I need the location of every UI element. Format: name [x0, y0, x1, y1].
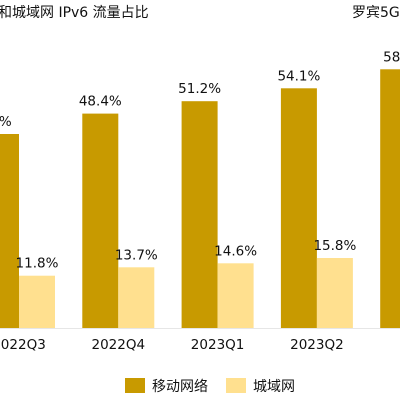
x-tick-label-2: 2022Q4 [92, 337, 146, 353]
legend-swatch-metro [226, 378, 246, 393]
value-label-metro-3: 14.6% [214, 243, 257, 259]
bar-metro-3 [217, 263, 254, 328]
bar-mobile-1 [0, 134, 19, 328]
source-label: 罗宾5G [352, 5, 400, 21]
value-label-metro-4: 15.8% [313, 238, 356, 254]
value-label-mobile-2: 48.4% [79, 94, 122, 110]
bar-metro-1 [19, 275, 55, 328]
bar-mobile-4 [280, 88, 317, 328]
x-tick-label-1: 2022Q3 [0, 337, 46, 353]
legend-label-metro: 城域网 [253, 379, 295, 395]
value-label-metro-2: 13.7% [115, 247, 158, 263]
legend-swatch-mobile [125, 378, 145, 393]
value-label-metro-1: 11.8% [16, 256, 59, 272]
x-tick-label-3: 2023Q1 [191, 337, 245, 353]
plot-area: 8% 11.8% 48.4% 13.7% 51.2% 14.6% 54.1% 15.8% 58.… [0, 49, 400, 329]
x-tick-label-4: 2023Q2 [290, 337, 344, 353]
value-label-mobile-5: 58.4 [383, 49, 400, 65]
chart-title: 和城域网 IPv6 流量占比 [0, 5, 149, 21]
x-axis-ticks: 2022Q32022Q42023Q12023Q220 [0, 337, 344, 353]
bar-metro-4 [316, 258, 353, 328]
value-label-mobile-3: 51.2% [178, 81, 221, 97]
bar-mobile-2 [82, 113, 119, 328]
legend: 移动网络 城域网 [125, 378, 295, 395]
bar-mobile-5 [380, 69, 400, 329]
bar-metro-2 [118, 267, 155, 328]
value-label-mobile-4: 54.1% [277, 68, 320, 84]
bar-mobile-3 [181, 101, 218, 328]
legend-label-mobile: 移动网络 [152, 379, 208, 395]
value-label-mobile-1: 8% [0, 114, 12, 130]
